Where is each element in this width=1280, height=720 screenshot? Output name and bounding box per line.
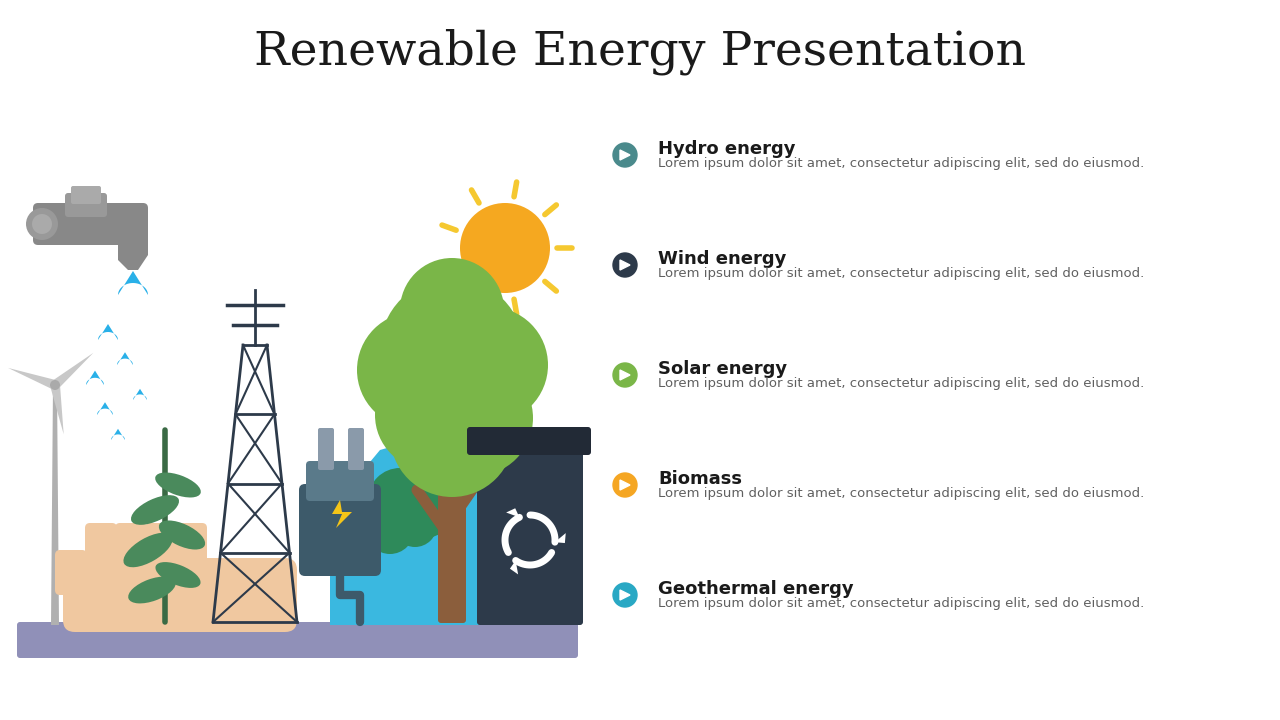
Polygon shape (620, 590, 630, 600)
Text: Lorem ipsum dolor sit amet, consectetur adipiscing elit, sed do eiusmod.: Lorem ipsum dolor sit amet, consectetur … (658, 598, 1144, 611)
Circle shape (613, 473, 637, 497)
FancyBboxPatch shape (65, 193, 108, 217)
Polygon shape (330, 430, 564, 625)
Polygon shape (332, 500, 352, 528)
Ellipse shape (128, 577, 175, 603)
Circle shape (397, 482, 453, 538)
Text: Wind energy: Wind energy (658, 250, 786, 268)
Polygon shape (86, 371, 104, 385)
Text: Lorem ipsum dolor sit amet, consectetur adipiscing elit, sed do eiusmod.: Lorem ipsum dolor sit amet, consectetur … (658, 377, 1144, 390)
Circle shape (26, 208, 58, 240)
Polygon shape (99, 324, 118, 340)
Circle shape (357, 312, 474, 428)
Polygon shape (50, 384, 64, 434)
FancyBboxPatch shape (33, 203, 148, 245)
Polygon shape (620, 260, 630, 270)
Ellipse shape (131, 495, 179, 525)
Text: Biomass: Biomass (658, 470, 742, 488)
Text: Lorem ipsum dolor sit amet, consectetur adipiscing elit, sed do eiusmod.: Lorem ipsum dolor sit amet, consectetur … (658, 268, 1144, 281)
Ellipse shape (123, 533, 173, 567)
Polygon shape (118, 213, 148, 270)
FancyBboxPatch shape (317, 428, 334, 470)
FancyBboxPatch shape (467, 427, 591, 455)
Circle shape (32, 214, 52, 234)
Polygon shape (133, 389, 147, 400)
Polygon shape (620, 480, 630, 490)
Circle shape (399, 258, 504, 362)
FancyBboxPatch shape (477, 437, 582, 625)
Ellipse shape (155, 472, 201, 498)
FancyBboxPatch shape (70, 186, 101, 204)
Text: Lorem ipsum dolor sit amet, consectetur adipiscing elit, sed do eiusmod.: Lorem ipsum dolor sit amet, consectetur … (658, 158, 1144, 171)
Circle shape (390, 373, 515, 497)
FancyBboxPatch shape (145, 523, 177, 581)
FancyBboxPatch shape (63, 558, 297, 632)
Circle shape (366, 506, 413, 554)
Circle shape (613, 253, 637, 277)
FancyBboxPatch shape (115, 523, 147, 583)
Circle shape (375, 360, 485, 470)
Circle shape (613, 583, 637, 607)
Polygon shape (556, 533, 566, 543)
Text: Renewable Energy Presentation: Renewable Energy Presentation (253, 29, 1027, 76)
Polygon shape (118, 271, 148, 295)
Text: Hydro energy: Hydro energy (658, 140, 795, 158)
Circle shape (50, 380, 60, 390)
Polygon shape (8, 368, 56, 390)
FancyBboxPatch shape (306, 461, 374, 501)
Text: Solar energy: Solar energy (658, 360, 787, 378)
Circle shape (369, 468, 433, 532)
Circle shape (417, 360, 532, 476)
Text: Geothermal energy: Geothermal energy (658, 580, 854, 598)
Circle shape (347, 487, 403, 543)
Circle shape (380, 278, 524, 422)
FancyBboxPatch shape (300, 484, 381, 576)
Polygon shape (116, 352, 133, 365)
Polygon shape (620, 370, 630, 380)
Polygon shape (111, 429, 125, 440)
Polygon shape (620, 150, 630, 160)
Circle shape (613, 363, 637, 387)
Circle shape (460, 203, 550, 293)
Circle shape (613, 143, 637, 167)
Polygon shape (509, 560, 518, 575)
Polygon shape (51, 353, 93, 389)
FancyBboxPatch shape (84, 523, 116, 578)
Circle shape (393, 503, 436, 547)
Circle shape (433, 307, 548, 423)
Polygon shape (51, 385, 59, 625)
FancyBboxPatch shape (438, 487, 466, 623)
Polygon shape (97, 402, 113, 415)
FancyBboxPatch shape (175, 523, 207, 575)
Polygon shape (506, 508, 520, 518)
FancyBboxPatch shape (17, 622, 579, 658)
FancyBboxPatch shape (348, 428, 364, 470)
Ellipse shape (159, 521, 205, 549)
Ellipse shape (155, 562, 201, 588)
Text: Lorem ipsum dolor sit amet, consectetur adipiscing elit, sed do eiusmod.: Lorem ipsum dolor sit amet, consectetur … (658, 487, 1144, 500)
FancyBboxPatch shape (55, 550, 87, 595)
